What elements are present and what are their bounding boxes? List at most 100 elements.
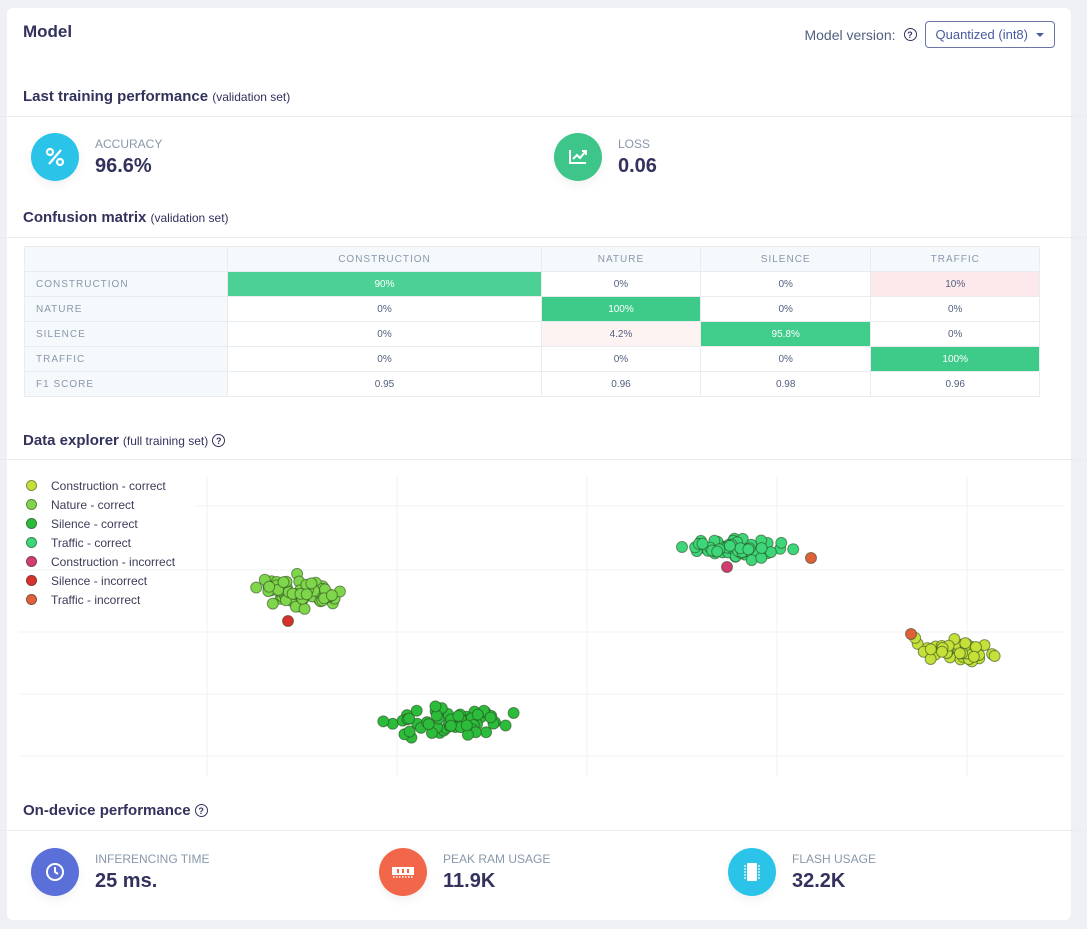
- data-point[interactable]: [711, 545, 724, 558]
- data-point[interactable]: [936, 645, 948, 658]
- device-section-title: On-device performance ?: [23, 802, 208, 819]
- legend-label: Traffic - correct: [51, 535, 132, 550]
- divider: [0, 830, 1087, 831]
- data-point[interactable]: [277, 576, 290, 589]
- data-point-incorrect[interactable]: [721, 561, 733, 573]
- legend-label: Traffic - incorrect: [51, 592, 141, 607]
- inferencing-time-value: 25 ms.: [95, 869, 158, 892]
- help-icon[interactable]: ?: [194, 804, 208, 817]
- training-title: Last training performance: [23, 88, 209, 105]
- matrix-cell: 90%: [227, 271, 542, 297]
- data-point[interactable]: [460, 719, 473, 732]
- data-point[interactable]: [250, 581, 263, 594]
- data-point[interactable]: [723, 539, 736, 552]
- help-icon[interactable]: ?: [903, 28, 917, 41]
- accuracy-metric: ACCURACY 96.6%: [31, 133, 162, 181]
- legend-item[interactable]: Construction - incorrect: [26, 552, 175, 571]
- data-point[interactable]: [953, 647, 966, 660]
- data-point-incorrect[interactable]: [805, 552, 817, 564]
- loss-value: 0.06: [618, 154, 657, 177]
- data-point[interactable]: [429, 700, 442, 713]
- data-point[interactable]: [422, 718, 435, 731]
- matrix-cell: 100%: [870, 346, 1040, 372]
- table-header-row: CONSTRUCTION NATURE SILENCE TRAFFIC: [24, 246, 1040, 272]
- data-point[interactable]: [499, 719, 512, 732]
- caret-down-icon: [1036, 32, 1044, 37]
- accuracy-value: 96.6%: [95, 154, 152, 177]
- data-point[interactable]: [266, 597, 279, 610]
- data-point[interactable]: [969, 641, 982, 653]
- legend-item[interactable]: Traffic - incorrect: [26, 590, 175, 609]
- page-title: Model: [23, 22, 73, 41]
- legend-item[interactable]: Traffic - correct: [26, 533, 175, 552]
- matrix-cell: 0%: [540, 271, 701, 297]
- peak-ram-label: PEAK RAM USAGE: [443, 851, 551, 866]
- accuracy-label: ACCURACY: [95, 136, 163, 151]
- model-version-control: Model version: ? Quantized (int8): [804, 21, 1055, 48]
- data-point[interactable]: [263, 580, 276, 593]
- data-point[interactable]: [305, 577, 318, 590]
- help-icon[interactable]: ?: [212, 434, 226, 447]
- legend-item[interactable]: Silence - incorrect: [26, 571, 175, 590]
- matrix-cell: 95.8%: [699, 321, 872, 347]
- column-header: CONSTRUCTION: [227, 246, 542, 272]
- memory-icon: [379, 848, 427, 896]
- data-point[interactable]: [452, 710, 465, 722]
- data-point[interactable]: [787, 543, 800, 556]
- divider: [0, 459, 1087, 460]
- matrix-cell: 0%: [699, 346, 872, 372]
- data-point[interactable]: [300, 588, 313, 601]
- data-point[interactable]: [959, 637, 972, 650]
- legend-item[interactable]: Nature - correct: [26, 495, 175, 514]
- table-row: NATURE 0% 100% 0% 0%: [24, 296, 1040, 322]
- data-point[interactable]: [988, 650, 1001, 662]
- legend-marker: [26, 556, 37, 567]
- data-point[interactable]: [471, 708, 484, 721]
- matrix-cell: 0%: [227, 321, 542, 347]
- explorer-subtitle: (full training set): [122, 433, 209, 448]
- legend-marker: [26, 480, 37, 491]
- table-row: F1 SCORE 0.95 0.96 0.98 0.96: [24, 371, 1040, 397]
- data-point[interactable]: [507, 707, 520, 719]
- data-point-incorrect[interactable]: [905, 628, 917, 640]
- training-section-title: Last training performance (validation se…: [23, 88, 290, 105]
- legend-marker: [26, 518, 37, 529]
- matrix-cell: 0%: [870, 296, 1040, 322]
- data-point[interactable]: [403, 712, 416, 725]
- scatter-legend: Construction - correct Nature - correct Si…: [26, 476, 175, 609]
- divider: [0, 116, 1087, 117]
- data-point[interactable]: [755, 542, 768, 555]
- column-header: NATURE: [540, 246, 701, 272]
- matrix-cell: 0%: [699, 271, 872, 297]
- legend-item[interactable]: Silence - correct: [26, 514, 175, 533]
- data-point[interactable]: [325, 589, 338, 602]
- data-point[interactable]: [924, 643, 937, 656]
- data-point[interactable]: [676, 541, 688, 553]
- model-version-select[interactable]: Quantized (int8): [924, 21, 1055, 48]
- data-point[interactable]: [967, 650, 980, 663]
- model-version-value: Quantized (int8): [935, 27, 1029, 42]
- data-point[interactable]: [696, 537, 709, 550]
- matrix-cell: 0%: [870, 321, 1040, 347]
- column-header: TRAFFIC: [870, 246, 1040, 272]
- data-point[interactable]: [298, 602, 311, 615]
- legend-item[interactable]: Construction - correct: [26, 476, 175, 495]
- data-point-incorrect[interactable]: [282, 615, 294, 627]
- data-point[interactable]: [484, 711, 497, 724]
- confusion-matrix-table: CONSTRUCTION NATURE SILENCE TRAFFIC CONS…: [24, 246, 1040, 397]
- legend-label: Construction - correct: [51, 478, 166, 493]
- f1-cell: 0.98: [699, 371, 872, 397]
- training-subtitle: (validation set): [212, 90, 291, 104]
- data-point[interactable]: [775, 536, 788, 549]
- data-point[interactable]: [403, 725, 416, 738]
- data-point[interactable]: [377, 715, 390, 728]
- table-row: CONSTRUCTION 90% 0% 0% 10%: [24, 271, 1040, 297]
- data-point[interactable]: [410, 704, 423, 717]
- matrix-cell: 0%: [540, 346, 701, 372]
- peak-ram-metric: PEAK RAM USAGE 11.9K: [379, 848, 550, 896]
- data-point[interactable]: [444, 719, 457, 732]
- data-point[interactable]: [742, 543, 755, 556]
- data-explorer-scatter[interactable]: [0, 460, 1087, 780]
- row-header: CONSTRUCTION: [24, 271, 228, 297]
- legend-marker: [26, 575, 37, 586]
